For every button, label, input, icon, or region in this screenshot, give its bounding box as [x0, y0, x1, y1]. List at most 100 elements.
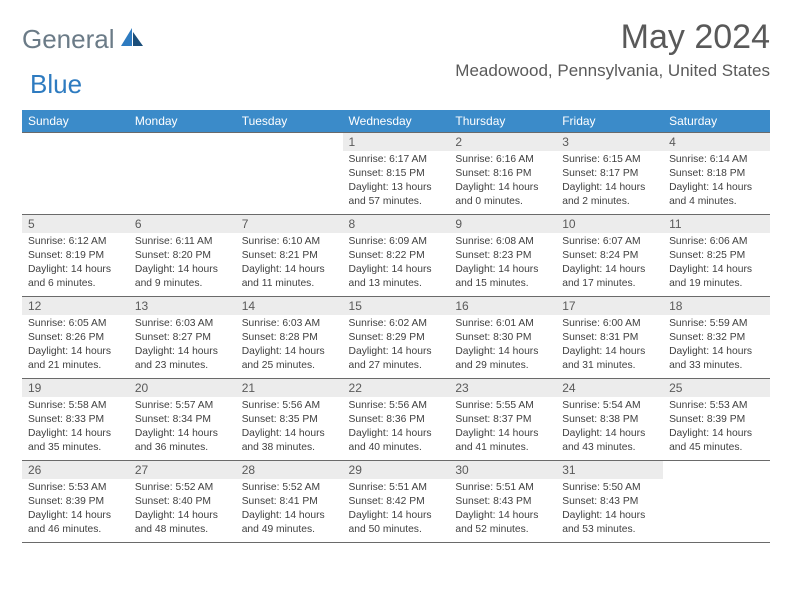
day-details: Sunrise: 5:52 AMSunset: 8:40 PMDaylight:… [129, 479, 236, 541]
calendar-cell: 26Sunrise: 5:53 AMSunset: 8:39 PMDayligh… [22, 461, 129, 543]
day-number: 5 [22, 215, 129, 233]
calendar-cell: 10Sunrise: 6:07 AMSunset: 8:24 PMDayligh… [556, 215, 663, 297]
day-number: 31 [556, 461, 663, 479]
calendar-cell: 18Sunrise: 5:59 AMSunset: 8:32 PMDayligh… [663, 297, 770, 379]
calendar-day-header: Sunday [22, 110, 129, 133]
calendar-cell: 12Sunrise: 6:05 AMSunset: 8:26 PMDayligh… [22, 297, 129, 379]
day-number: 21 [236, 379, 343, 397]
day-details: Sunrise: 5:59 AMSunset: 8:32 PMDaylight:… [663, 315, 770, 377]
day-number: 12 [22, 297, 129, 315]
day-details: Sunrise: 5:58 AMSunset: 8:33 PMDaylight:… [22, 397, 129, 459]
day-number: 22 [343, 379, 450, 397]
day-details: Sunrise: 6:03 AMSunset: 8:27 PMDaylight:… [129, 315, 236, 377]
calendar-cell: 28Sunrise: 5:52 AMSunset: 8:41 PMDayligh… [236, 461, 343, 543]
day-details: Sunrise: 6:08 AMSunset: 8:23 PMDaylight:… [449, 233, 556, 295]
calendar-cell: 14Sunrise: 6:03 AMSunset: 8:28 PMDayligh… [236, 297, 343, 379]
logo-text-general: General [22, 24, 115, 55]
location-text: Meadowood, Pennsylvania, United States [455, 61, 770, 81]
calendar-cell: 7Sunrise: 6:10 AMSunset: 8:21 PMDaylight… [236, 215, 343, 297]
day-number: 1 [343, 133, 450, 151]
day-details: Sunrise: 5:55 AMSunset: 8:37 PMDaylight:… [449, 397, 556, 459]
day-details: Sunrise: 6:11 AMSunset: 8:20 PMDaylight:… [129, 233, 236, 295]
calendar-cell: 20Sunrise: 5:57 AMSunset: 8:34 PMDayligh… [129, 379, 236, 461]
logo-sail-icon [119, 26, 145, 53]
day-number: 4 [663, 133, 770, 151]
day-details: Sunrise: 5:50 AMSunset: 8:43 PMDaylight:… [556, 479, 663, 541]
calendar-cell: .. [129, 133, 236, 215]
calendar-cell: 15Sunrise: 6:02 AMSunset: 8:29 PMDayligh… [343, 297, 450, 379]
day-details: Sunrise: 6:07 AMSunset: 8:24 PMDaylight:… [556, 233, 663, 295]
day-details: Sunrise: 5:56 AMSunset: 8:36 PMDaylight:… [343, 397, 450, 459]
calendar-day-header: Friday [556, 110, 663, 133]
day-number: 6 [129, 215, 236, 233]
day-details: Sunrise: 6:14 AMSunset: 8:18 PMDaylight:… [663, 151, 770, 213]
day-details: Sunrise: 5:51 AMSunset: 8:43 PMDaylight:… [449, 479, 556, 541]
day-number: 16 [449, 297, 556, 315]
calendar-cell: 31Sunrise: 5:50 AMSunset: 8:43 PMDayligh… [556, 461, 663, 543]
calendar-cell: 17Sunrise: 6:00 AMSunset: 8:31 PMDayligh… [556, 297, 663, 379]
day-details: Sunrise: 6:00 AMSunset: 8:31 PMDaylight:… [556, 315, 663, 377]
day-number: 7 [236, 215, 343, 233]
calendar-cell: 9Sunrise: 6:08 AMSunset: 8:23 PMDaylight… [449, 215, 556, 297]
day-details: Sunrise: 5:51 AMSunset: 8:42 PMDaylight:… [343, 479, 450, 541]
day-number: 25 [663, 379, 770, 397]
calendar-cell: 1Sunrise: 6:17 AMSunset: 8:15 PMDaylight… [343, 133, 450, 215]
calendar-cell: 30Sunrise: 5:51 AMSunset: 8:43 PMDayligh… [449, 461, 556, 543]
day-details: Sunrise: 6:10 AMSunset: 8:21 PMDaylight:… [236, 233, 343, 295]
day-number: 15 [343, 297, 450, 315]
day-number: 29 [343, 461, 450, 479]
day-details: Sunrise: 6:05 AMSunset: 8:26 PMDaylight:… [22, 315, 129, 377]
day-details: Sunrise: 6:16 AMSunset: 8:16 PMDaylight:… [449, 151, 556, 213]
calendar-cell: 2Sunrise: 6:16 AMSunset: 8:16 PMDaylight… [449, 133, 556, 215]
day-details: Sunrise: 6:02 AMSunset: 8:29 PMDaylight:… [343, 315, 450, 377]
day-number: 19 [22, 379, 129, 397]
day-details: Sunrise: 5:52 AMSunset: 8:41 PMDaylight:… [236, 479, 343, 541]
day-number: 11 [663, 215, 770, 233]
calendar-cell: 22Sunrise: 5:56 AMSunset: 8:36 PMDayligh… [343, 379, 450, 461]
calendar-cell: 21Sunrise: 5:56 AMSunset: 8:35 PMDayligh… [236, 379, 343, 461]
calendar-day-header: Monday [129, 110, 236, 133]
calendar-cell: .. [663, 461, 770, 543]
calendar-cell: 25Sunrise: 5:53 AMSunset: 8:39 PMDayligh… [663, 379, 770, 461]
day-number: 28 [236, 461, 343, 479]
calendar-cell: 16Sunrise: 6:01 AMSunset: 8:30 PMDayligh… [449, 297, 556, 379]
day-details: Sunrise: 6:09 AMSunset: 8:22 PMDaylight:… [343, 233, 450, 295]
calendar-cell: 6Sunrise: 6:11 AMSunset: 8:20 PMDaylight… [129, 215, 236, 297]
day-number: 9 [449, 215, 556, 233]
day-number: 13 [129, 297, 236, 315]
calendar-table: SundayMondayTuesdayWednesdayThursdayFrid… [22, 110, 770, 543]
day-number: 14 [236, 297, 343, 315]
day-details: Sunrise: 6:03 AMSunset: 8:28 PMDaylight:… [236, 315, 343, 377]
page-title: May 2024 [455, 18, 770, 57]
day-number: 18 [663, 297, 770, 315]
calendar-cell: 23Sunrise: 5:55 AMSunset: 8:37 PMDayligh… [449, 379, 556, 461]
day-details: Sunrise: 6:15 AMSunset: 8:17 PMDaylight:… [556, 151, 663, 213]
calendar-cell: .. [22, 133, 129, 215]
calendar-day-header: Saturday [663, 110, 770, 133]
day-details: Sunrise: 6:17 AMSunset: 8:15 PMDaylight:… [343, 151, 450, 213]
calendar-cell: 24Sunrise: 5:54 AMSunset: 8:38 PMDayligh… [556, 379, 663, 461]
day-details: Sunrise: 5:57 AMSunset: 8:34 PMDaylight:… [129, 397, 236, 459]
calendar-cell: .. [236, 133, 343, 215]
calendar-cell: 8Sunrise: 6:09 AMSunset: 8:22 PMDaylight… [343, 215, 450, 297]
logo-text-blue: Blue [30, 69, 82, 100]
day-details: Sunrise: 5:53 AMSunset: 8:39 PMDaylight:… [22, 479, 129, 541]
day-number: 10 [556, 215, 663, 233]
day-details: Sunrise: 6:06 AMSunset: 8:25 PMDaylight:… [663, 233, 770, 295]
calendar-day-header: Tuesday [236, 110, 343, 133]
calendar-cell: 19Sunrise: 5:58 AMSunset: 8:33 PMDayligh… [22, 379, 129, 461]
day-number: 17 [556, 297, 663, 315]
calendar-cell: 11Sunrise: 6:06 AMSunset: 8:25 PMDayligh… [663, 215, 770, 297]
calendar-day-header: Wednesday [343, 110, 450, 133]
day-number: 2 [449, 133, 556, 151]
calendar-cell: 29Sunrise: 5:51 AMSunset: 8:42 PMDayligh… [343, 461, 450, 543]
day-number: 8 [343, 215, 450, 233]
calendar-cell: 4Sunrise: 6:14 AMSunset: 8:18 PMDaylight… [663, 133, 770, 215]
day-number: 3 [556, 133, 663, 151]
day-details: Sunrise: 6:01 AMSunset: 8:30 PMDaylight:… [449, 315, 556, 377]
calendar-cell: 27Sunrise: 5:52 AMSunset: 8:40 PMDayligh… [129, 461, 236, 543]
calendar-cell: 13Sunrise: 6:03 AMSunset: 8:27 PMDayligh… [129, 297, 236, 379]
day-number: 30 [449, 461, 556, 479]
day-number: 20 [129, 379, 236, 397]
day-details: Sunrise: 5:54 AMSunset: 8:38 PMDaylight:… [556, 397, 663, 459]
